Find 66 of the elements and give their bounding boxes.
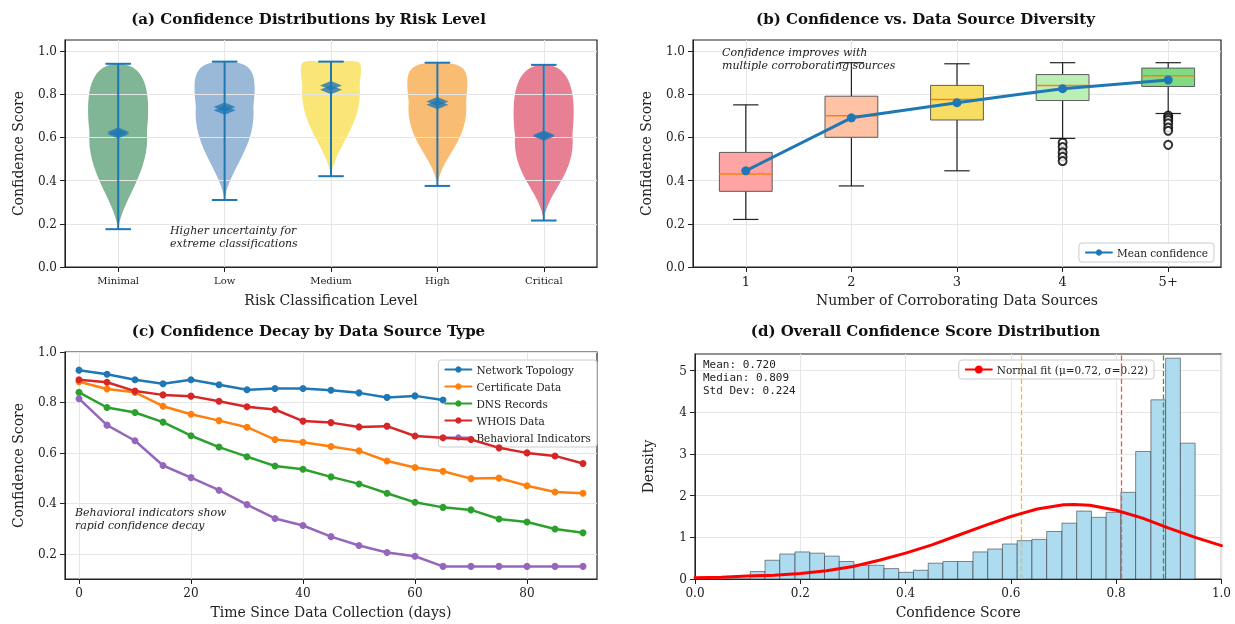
x-axis-title: Confidence Score xyxy=(895,604,1021,620)
y-tick-label: 0.4 xyxy=(37,496,58,511)
y-tick-label: 0.2 xyxy=(37,216,57,231)
y-tick-label: 0.6 xyxy=(37,130,57,145)
x-tick-label: 2 xyxy=(847,274,856,289)
y-tick-label: 0.0 xyxy=(37,260,57,274)
x-tick-label: Medium xyxy=(310,274,353,286)
y-tick-label: 1.0 xyxy=(665,43,685,58)
legend-label: Network Topology xyxy=(476,363,574,376)
y-tick-label: 0.4 xyxy=(37,173,58,188)
x-tick-label: 40 xyxy=(295,586,311,600)
chart-title: (d) Overall Confidence Score Distribution xyxy=(750,321,1101,340)
y-tick-label: 0.8 xyxy=(37,87,57,102)
legend-label: DNS Records xyxy=(476,397,548,410)
y-axis-title: Density xyxy=(640,439,656,494)
y-tick-label: 0.0 xyxy=(665,260,685,274)
y-axis-title: Confidence Score xyxy=(10,90,26,217)
x-tick-label: Minimal xyxy=(97,274,140,286)
x-tick-label: 60 xyxy=(407,586,423,600)
y-tick-label: 0.4 xyxy=(665,173,686,188)
y-tick-label: 4 xyxy=(679,405,688,420)
chart-title: (b) Confidence vs. Data Source Diversity xyxy=(756,9,1097,28)
y-axis-title: Confidence Score xyxy=(10,402,26,529)
x-tick-label: 0.6 xyxy=(1001,586,1021,600)
x-tick-label: 1 xyxy=(741,274,750,289)
y-tick-label: 1.0 xyxy=(37,345,57,359)
chart-title: (c) Confidence Decay by Data Source Type xyxy=(131,321,486,340)
y-tick-label: 3 xyxy=(679,447,687,461)
x-axis-title: Number of Corroborating Data Sources xyxy=(816,292,1098,308)
x-tick-label: 0.4 xyxy=(896,586,916,600)
y-tick-label: 0.2 xyxy=(37,546,57,561)
y-tick-label: 1 xyxy=(679,530,687,545)
x-tick-label: 1.0 xyxy=(1211,586,1231,600)
y-tick-label: 1.0 xyxy=(37,43,57,58)
legend-label: Mean confidence xyxy=(1116,246,1209,259)
x-axis-title: Risk Classification Level xyxy=(244,292,419,308)
y-axis-title: Confidence Score xyxy=(638,90,654,217)
annotation: Mean: 0.720 Median: 0.809 Std Dev: 0.224 xyxy=(703,358,797,397)
annotation: Confidence improves with multiple corroborating sources xyxy=(722,46,896,72)
legend-label: Certificate Data xyxy=(476,380,562,393)
legend-label: WHOIS Data xyxy=(476,414,545,427)
annotation: Higher uncertainty for extreme classifications xyxy=(169,224,299,250)
x-tick-label: 80 xyxy=(519,586,535,600)
x-tick-label: 0.8 xyxy=(1106,586,1126,600)
legend-label: Normal fit (μ=0.72, σ=0.22) xyxy=(996,363,1148,376)
y-tick-label: 2 xyxy=(679,488,687,503)
x-tick-label: 0 xyxy=(75,586,83,600)
annotation: Behavioral indicators show rapid confidence decay xyxy=(74,506,228,532)
x-tick-label: Low xyxy=(213,274,236,286)
x-tick-label: 20 xyxy=(183,586,199,600)
x-tick-label: High xyxy=(425,274,451,286)
x-tick-label: 0.2 xyxy=(790,586,810,600)
x-tick-label: Critical xyxy=(525,274,563,286)
y-tick-label: 0.6 xyxy=(37,445,57,460)
x-tick-label: 5+ xyxy=(1158,274,1178,289)
y-tick-label: 0.8 xyxy=(37,395,57,410)
y-tick-label: 0.2 xyxy=(665,216,685,231)
y-tick-label: 5 xyxy=(679,363,687,378)
y-tick-label: 0 xyxy=(679,572,687,586)
x-tick-label: 3 xyxy=(952,274,962,289)
x-tick-label: 4 xyxy=(1058,274,1067,289)
y-tick-label: 0.6 xyxy=(665,130,685,145)
y-tick-label: 0.8 xyxy=(665,87,685,102)
chart-title: (a) Confidence Distributions by Risk Level xyxy=(131,9,487,28)
x-axis-title: Time Since Data Collection (days) xyxy=(210,604,452,620)
legend-label: Behavioral Indicators xyxy=(476,431,592,444)
